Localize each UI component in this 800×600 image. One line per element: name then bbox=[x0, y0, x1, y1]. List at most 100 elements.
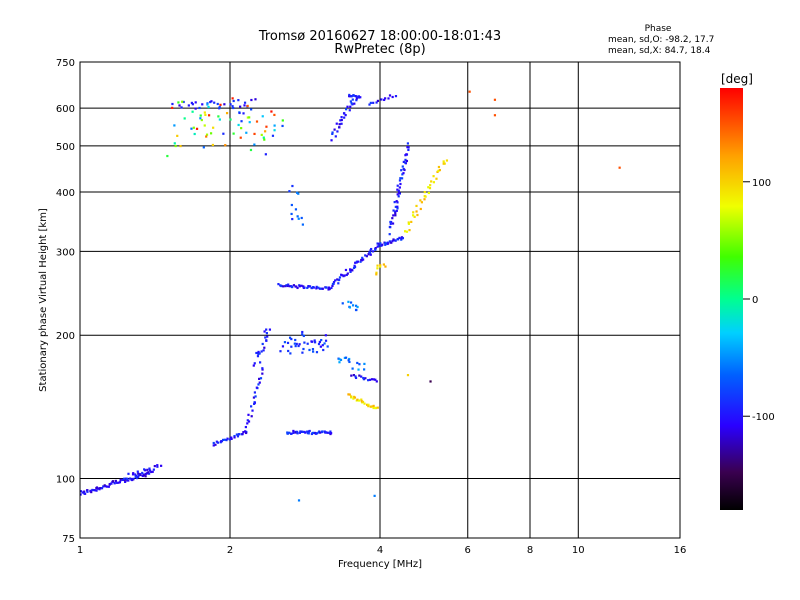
trace-12-point bbox=[404, 161, 407, 164]
trace-10-point bbox=[371, 250, 375, 253]
trace-12-point bbox=[396, 193, 399, 196]
trace-3-point bbox=[229, 118, 232, 121]
trace-17-point bbox=[363, 402, 366, 405]
trace-2-point bbox=[243, 101, 247, 104]
trace-3-point bbox=[205, 135, 208, 138]
y-tick-label-600: 600 bbox=[56, 104, 75, 115]
trace-22-point bbox=[290, 212, 293, 216]
trace-4-point bbox=[223, 438, 226, 441]
trace-17-point bbox=[367, 403, 370, 406]
trace-1-point bbox=[156, 464, 159, 467]
trace-3-point bbox=[271, 134, 275, 137]
trace-3-point bbox=[173, 142, 176, 145]
trace-12-point bbox=[400, 169, 403, 172]
x-tick-label-4: 4 bbox=[377, 545, 383, 556]
x-axis-label: Frequency [MHz] bbox=[338, 559, 422, 570]
trace-1-point bbox=[123, 477, 126, 480]
colorbar-label: [deg] bbox=[721, 72, 753, 86]
trace-3-point bbox=[261, 115, 264, 118]
y-tick-label-500: 500 bbox=[56, 142, 75, 153]
trace-8-point bbox=[322, 348, 325, 352]
trace-3-point bbox=[240, 120, 243, 123]
trace-1-point bbox=[143, 468, 146, 471]
trace-6-point bbox=[264, 336, 267, 339]
trace-10-point bbox=[345, 273, 348, 277]
data-points bbox=[79, 90, 621, 502]
trace-10-point bbox=[362, 258, 365, 261]
trace-17-point bbox=[348, 393, 351, 396]
trace-4-point bbox=[220, 440, 224, 443]
trace-3-point bbox=[242, 112, 245, 115]
trace-8-point bbox=[324, 334, 327, 337]
trace-9-point bbox=[325, 431, 328, 434]
trace-0-point bbox=[108, 482, 111, 486]
trace-8-point bbox=[288, 336, 292, 339]
trace-1-point bbox=[132, 472, 135, 475]
trace-19-point bbox=[348, 357, 351, 361]
trace-13-point bbox=[334, 135, 337, 138]
trace-13-point bbox=[333, 128, 336, 131]
trace-13-point bbox=[348, 109, 351, 112]
trace-3-point bbox=[204, 113, 207, 117]
trace-15-point bbox=[394, 95, 398, 98]
trace-12-point bbox=[402, 172, 405, 175]
trace-1-point bbox=[141, 471, 144, 475]
trace-6-point bbox=[263, 330, 266, 333]
trace-10-point bbox=[350, 268, 353, 271]
trace-13-point bbox=[338, 126, 341, 129]
trace-9-point bbox=[321, 430, 324, 433]
trace-0-point bbox=[89, 489, 92, 492]
trace-4-point bbox=[228, 438, 231, 441]
trace-12-point bbox=[397, 189, 400, 192]
trace-3-point bbox=[273, 113, 276, 117]
colorbar: [deg] 100 0 -100 bbox=[720, 72, 775, 510]
trace-16-point bbox=[411, 214, 415, 217]
trace-21-point bbox=[375, 273, 378, 276]
trace-18-point bbox=[368, 378, 372, 381]
trace-7-point bbox=[327, 288, 330, 291]
trace-5-point bbox=[261, 372, 264, 375]
trace-10-point bbox=[377, 242, 380, 245]
trace-5-point bbox=[250, 415, 253, 418]
trace-16-point bbox=[428, 187, 432, 190]
trace-21-point bbox=[384, 265, 387, 268]
trace-3-point bbox=[177, 101, 180, 104]
trace-19-point bbox=[363, 362, 366, 366]
trace-5-point bbox=[258, 377, 261, 380]
trace-13-point bbox=[346, 105, 349, 108]
trace-1-point bbox=[127, 472, 130, 475]
trace-16-point bbox=[430, 180, 433, 183]
trace-3-point bbox=[183, 117, 186, 120]
trace-3-point bbox=[250, 108, 253, 111]
trace-13-point bbox=[331, 132, 334, 136]
trace-3-point bbox=[200, 118, 203, 122]
trace-8-point bbox=[294, 345, 297, 348]
trace-3-point bbox=[203, 124, 206, 127]
trace-5-point bbox=[255, 386, 258, 389]
x-tick-label-2: 2 bbox=[227, 545, 233, 556]
trace-11-point bbox=[388, 240, 391, 243]
phase-box-line-o: mean, sd,O: -98.2, 17.7 bbox=[608, 35, 714, 45]
trace-2-point bbox=[190, 101, 193, 105]
trace-22-point bbox=[301, 223, 304, 226]
trace-7-point bbox=[302, 285, 305, 288]
trace-1-point bbox=[131, 473, 135, 476]
trace-16-point bbox=[404, 230, 407, 233]
trace-5-point bbox=[245, 431, 248, 435]
trace-3-point bbox=[281, 119, 284, 122]
trace-6-point bbox=[262, 349, 265, 352]
trace-1-point bbox=[126, 478, 129, 481]
trace-17-point bbox=[372, 406, 375, 410]
trace-8-point bbox=[317, 342, 321, 346]
trace-18-point bbox=[362, 376, 365, 380]
trace-16-point bbox=[415, 204, 418, 208]
trace-5-point bbox=[261, 368, 264, 371]
trace-9-point bbox=[330, 432, 333, 435]
trace-5-point bbox=[247, 420, 251, 423]
colorbar-ticks: 100 0 -100 bbox=[743, 178, 775, 423]
trace-19-point bbox=[344, 356, 348, 359]
trace-10-point bbox=[342, 275, 345, 278]
trace-4-point bbox=[235, 433, 238, 436]
trace-10-point bbox=[337, 282, 340, 285]
trace-2-point bbox=[198, 106, 201, 110]
